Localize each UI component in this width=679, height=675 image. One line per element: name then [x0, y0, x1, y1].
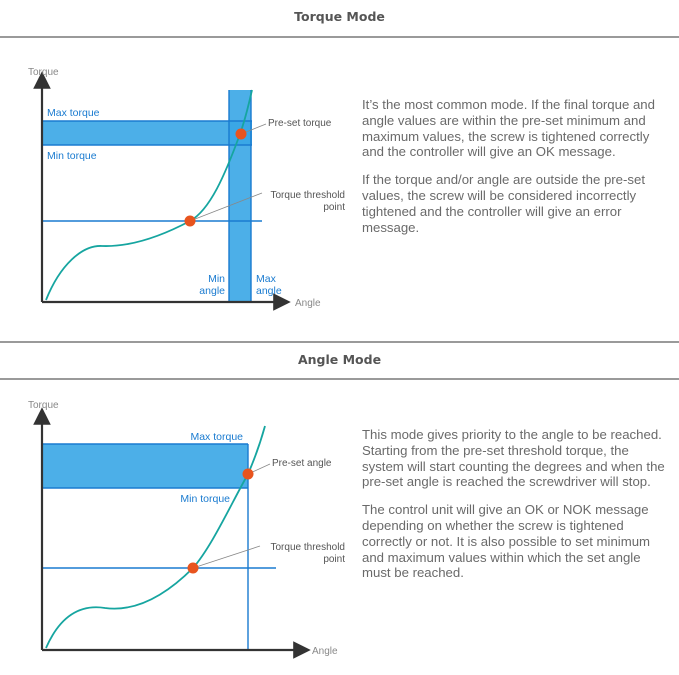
torque-mode-description: It’s the most common mode. If the final … — [362, 97, 672, 247]
angle-mode-diagram: Torque Angle Max torque Min torque Pre-s… — [28, 400, 346, 659]
threshold-leader — [189, 192, 263, 222]
preset-angle-marker — [242, 468, 254, 480]
max-torque-label: Max torque — [47, 107, 100, 119]
max-angle-label-line2: angle — [256, 285, 282, 297]
min-angle-label-line1: Min — [208, 273, 225, 285]
threshold-label-line1: Torque threshold — [271, 542, 346, 553]
threshold-label-line2: point — [323, 202, 345, 213]
threshold-leader — [192, 545, 261, 569]
max-angle-label-line1: Max — [256, 273, 277, 285]
min-torque-label: Min torque — [180, 493, 230, 505]
torque-mode-paragraph-2: If the torque and/or angle are outside t… — [362, 172, 645, 235]
x-axis-label: Angle — [295, 298, 321, 309]
preset-torque-label: Pre-set torque — [268, 118, 332, 129]
angle-mode-title-rule — [0, 378, 679, 380]
preset-angle-label: Pre-set angle — [272, 458, 332, 469]
y-axis-label: Torque — [28, 67, 59, 78]
torque-mode-title-rule — [0, 36, 679, 38]
angle-mode-title: Angle Mode — [297, 352, 382, 367]
torque-window-band — [42, 121, 252, 145]
y-axis-label: Torque — [28, 400, 59, 411]
preset-torque-marker — [235, 128, 247, 140]
min-torque-label: Min torque — [47, 150, 97, 162]
torque-window-band — [42, 444, 248, 488]
torque-mode-paragraph-1: It’s the most common mode. If the final … — [362, 97, 655, 160]
min-angle-label-line2: angle — [199, 285, 225, 297]
torque-mode-title: Torque Mode — [294, 9, 385, 24]
angle-mode-top-rule — [0, 341, 679, 343]
threshold-label-line2: point — [323, 554, 345, 565]
angle-mode-paragraph-1: This mode gives priority to the angle to… — [362, 427, 665, 490]
torque-mode-diagram: Torque Angle Max torque Min torque Pre-s… — [28, 67, 346, 311]
threshold-label-line1: Torque threshold — [271, 190, 346, 201]
threshold-point-marker — [184, 215, 196, 227]
angle-window-band — [229, 90, 251, 302]
angle-mode-paragraph-2: The control unit will give an OK or NOK … — [362, 502, 651, 581]
max-torque-label: Max torque — [190, 431, 243, 443]
angle-mode-description: This mode gives priority to the angle to… — [362, 427, 672, 593]
x-axis-label: Angle — [312, 646, 338, 657]
threshold-point-marker — [187, 562, 199, 574]
